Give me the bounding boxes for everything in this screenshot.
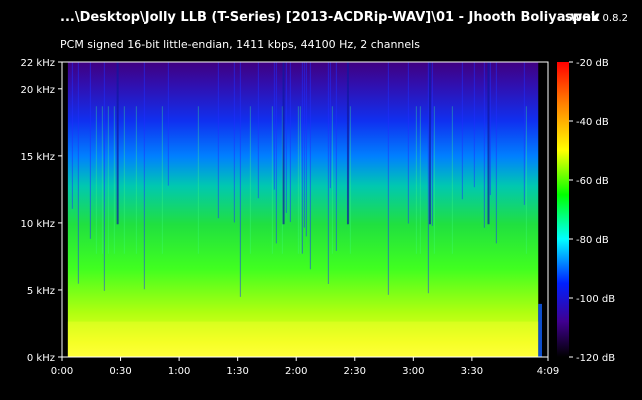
x-tick-label: 0:00 xyxy=(51,366,73,377)
db-tick-label: -40 dB xyxy=(576,117,609,128)
y-tick-label: 10 kHz xyxy=(21,219,55,230)
y-tick-label: 15 kHz xyxy=(21,152,55,163)
db-tick-label: -120 dB xyxy=(576,353,615,364)
spectrogram-body xyxy=(67,62,539,357)
y-tick-label: 5 kHz xyxy=(27,286,55,297)
x-tick-label: 1:00 xyxy=(168,366,190,377)
db-tick-label: -60 dB xyxy=(576,176,609,187)
app-name: spek xyxy=(565,10,600,25)
plot-frame xyxy=(61,61,549,358)
app-label: spek 0.8.2 xyxy=(565,10,628,25)
x-tick-label: 2:00 xyxy=(285,366,307,377)
y-tick-label: 0 kHz xyxy=(27,353,55,364)
x-tick-label: 1:30 xyxy=(226,366,248,377)
db-tick-label: -80 dB xyxy=(576,235,609,246)
x-tick-label: 2:30 xyxy=(344,366,366,377)
y-tick-label: 22 kHz xyxy=(21,58,55,69)
db-tick-label: -100 dB xyxy=(576,294,615,305)
x-tick-label: 3:00 xyxy=(402,366,424,377)
db-color-bar xyxy=(557,62,569,357)
file-title: ...\Desktop\Jolly LLB (T-Series) [2013-A… xyxy=(60,10,600,25)
db-tick-label: -20 dB xyxy=(576,58,609,69)
format-info: PCM signed 16-bit little-endian, 1411 kb… xyxy=(60,38,420,51)
x-tick-label: 4:09 xyxy=(537,366,559,377)
y-tick-label: 20 kHz xyxy=(21,85,55,96)
app-version: 0.8.2 xyxy=(602,13,628,24)
spectrogram-tail xyxy=(538,303,542,357)
x-tick-label: 0:30 xyxy=(109,366,131,377)
x-tick-label: 3:30 xyxy=(461,366,483,377)
